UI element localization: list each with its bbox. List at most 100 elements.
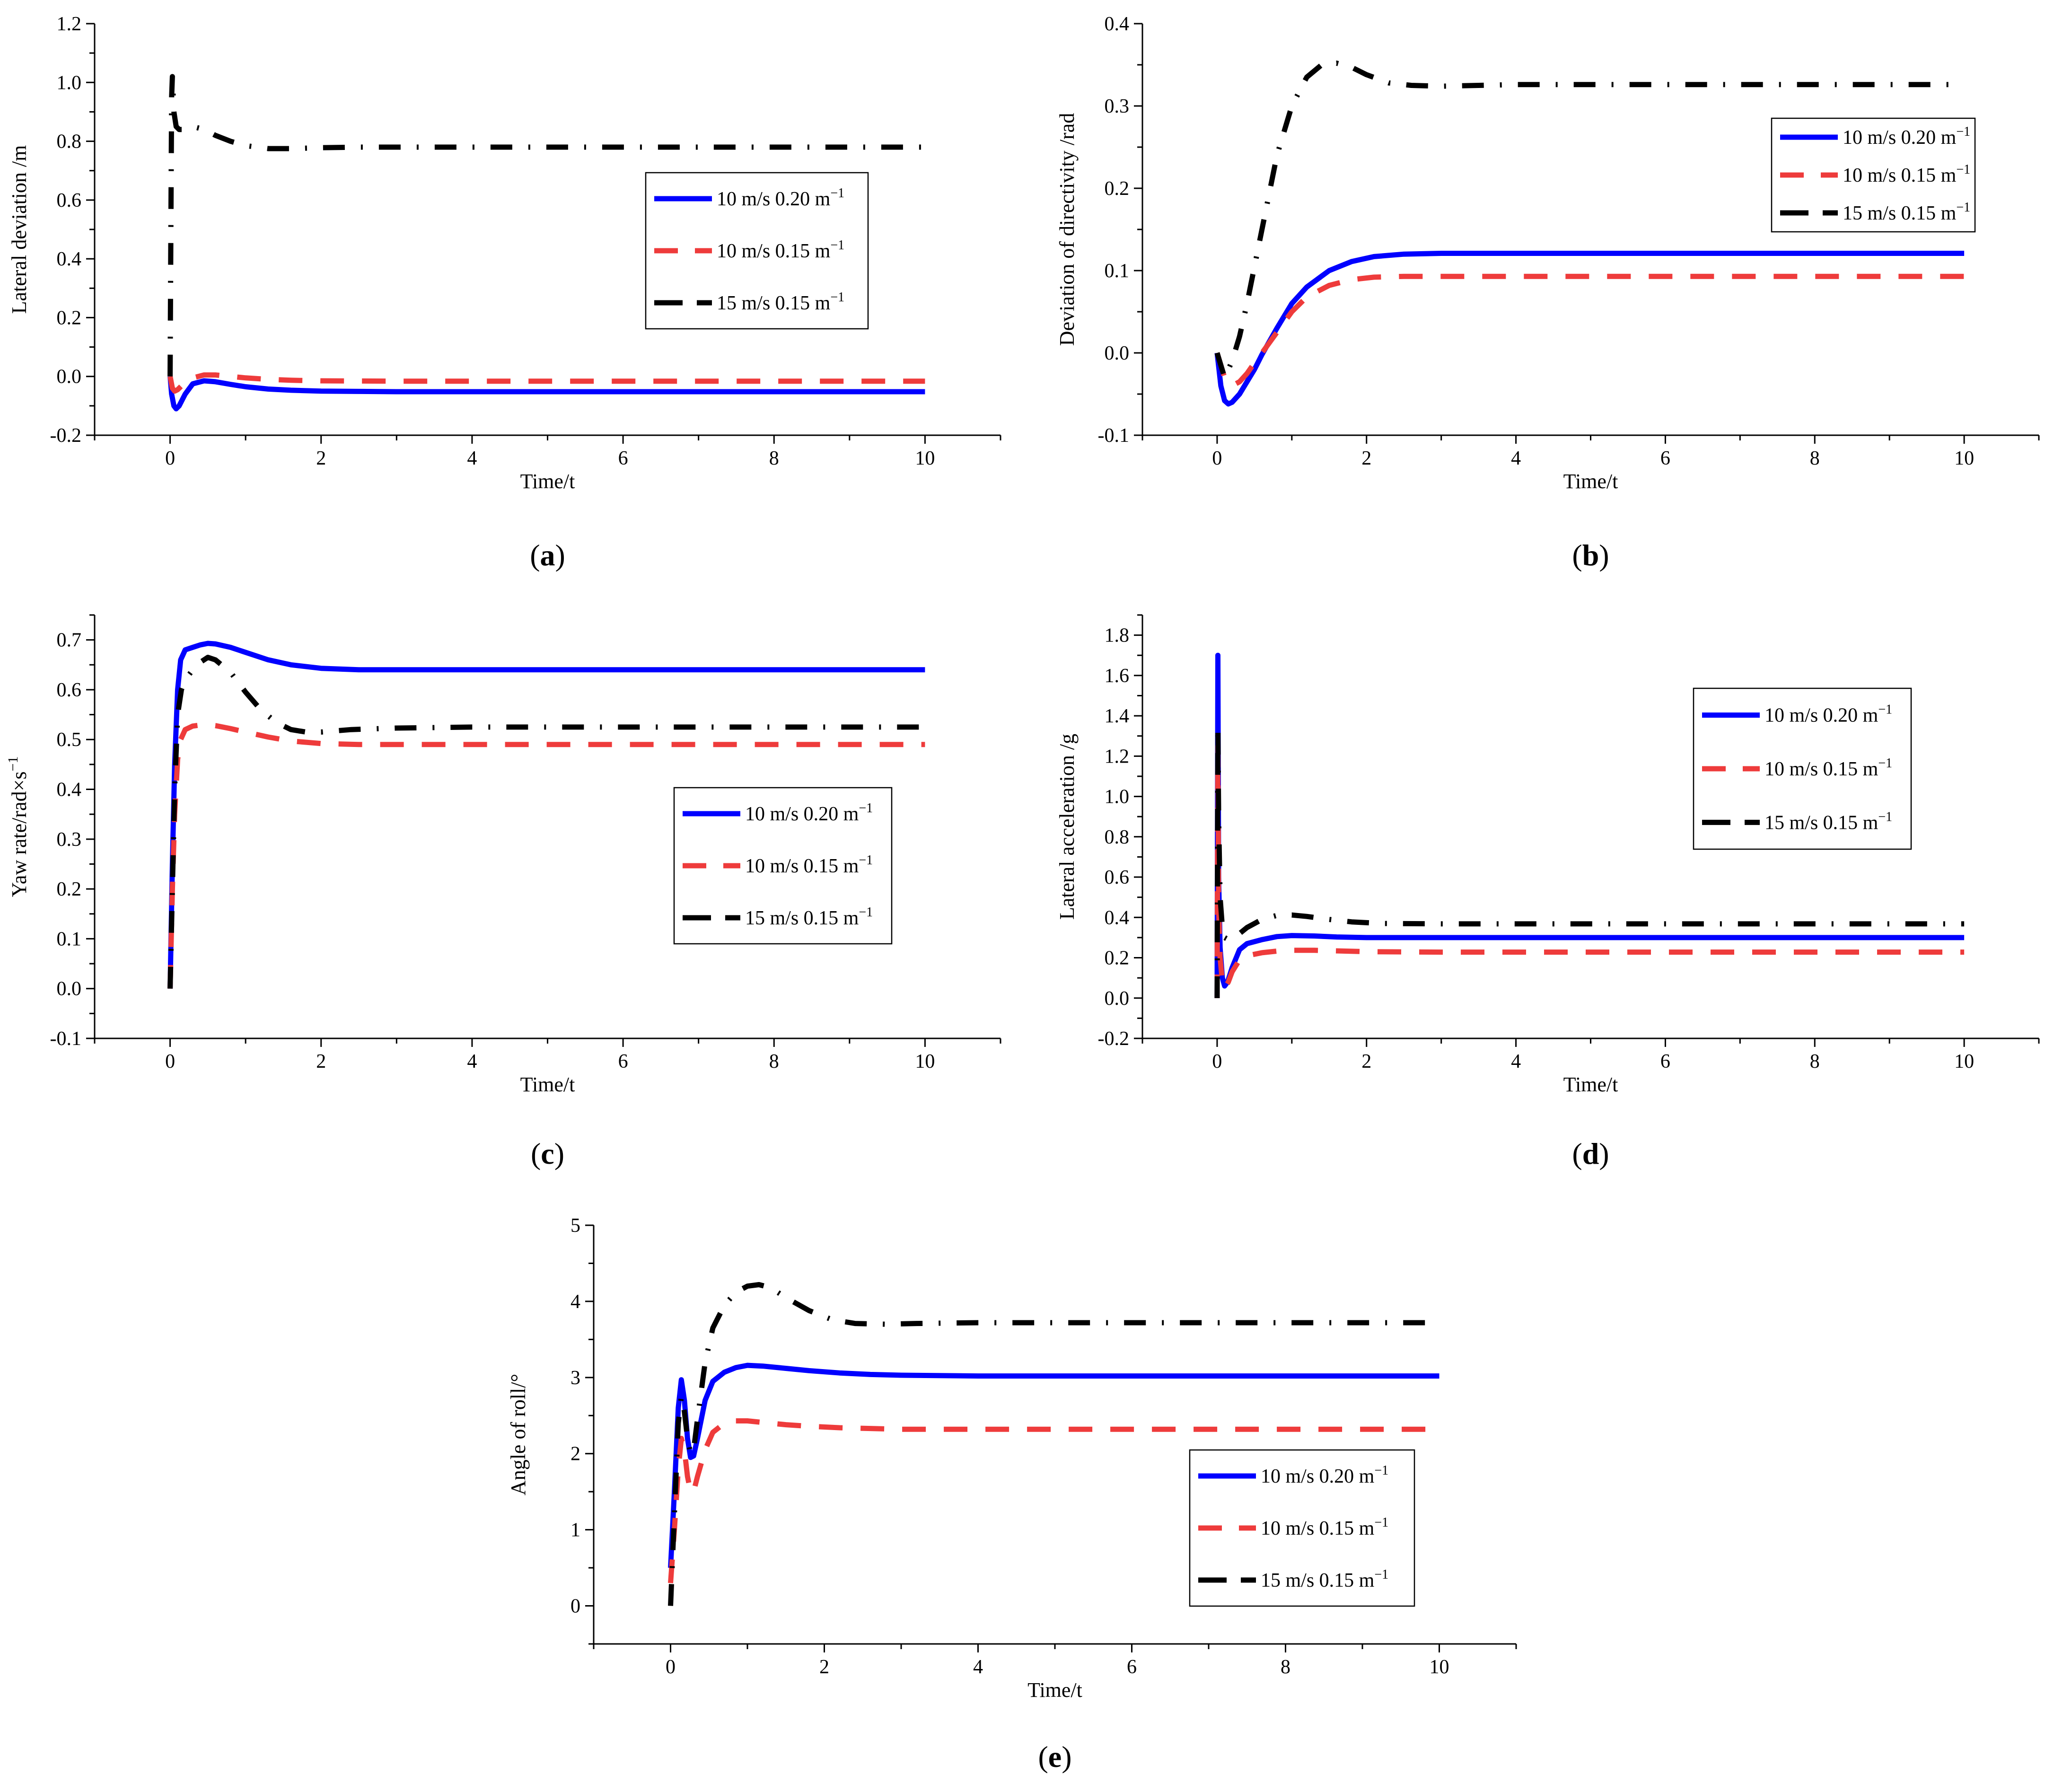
x-tick-label: 8 bbox=[1810, 1051, 1820, 1072]
y-tick-label: -0.1 bbox=[1098, 425, 1130, 447]
legend-label-sup: −1 bbox=[1878, 756, 1892, 771]
y-tick-label: 0.0 bbox=[1105, 988, 1130, 1010]
y-tick-label: 1.0 bbox=[1105, 786, 1130, 808]
x-tick-label: 2 bbox=[819, 1656, 829, 1678]
x-tick-label: 10 bbox=[1954, 1051, 1974, 1072]
x-tick-label: 4 bbox=[467, 1051, 477, 1072]
x-tick-label: 6 bbox=[618, 1051, 628, 1072]
y-axis-label-main: Deviation of directivity /rad bbox=[1055, 113, 1079, 346]
legend-label-1: 10 m/s 0.20 m−1 bbox=[1843, 124, 1970, 149]
y-tick-label: 0.0 bbox=[1105, 343, 1130, 364]
y-axis-label-main: Lateral deviation /m bbox=[8, 145, 31, 314]
x-tick-label: 6 bbox=[1660, 448, 1670, 469]
y-tick-label: 0.1 bbox=[1105, 260, 1130, 282]
legend-label-sup: −1 bbox=[1956, 200, 1970, 215]
y-tick-label: 0.0 bbox=[57, 978, 82, 1000]
y-axis-label-main: Yaw rate/rad×s bbox=[8, 771, 31, 897]
panel-label-close: ) bbox=[1062, 1740, 1071, 1774]
legend-label-main: 15 m/s 0.15 m bbox=[1843, 202, 1957, 224]
y-tick-label: 1.6 bbox=[1105, 665, 1130, 687]
legend-label-sup: −1 bbox=[1878, 703, 1892, 717]
series-line-3 bbox=[668, 1282, 1440, 1606]
legend-label-sup: −1 bbox=[830, 290, 844, 305]
y-axis-label: Lateral deviation /m bbox=[8, 145, 31, 314]
y-tick-label: 0.4 bbox=[57, 248, 82, 270]
series-line-2 bbox=[1214, 273, 1965, 389]
series-line-1 bbox=[1214, 251, 1965, 407]
y-tick-label: 0 bbox=[571, 1596, 580, 1617]
panel-label-letter: a bbox=[540, 538, 555, 572]
legend-label-main: 10 m/s 0.15 m bbox=[745, 855, 859, 877]
legend: 10 m/s 0.20 m−110 m/s 0.15 m−115 m/s 0.1… bbox=[1771, 117, 1976, 233]
y-tick-label: 0.6 bbox=[57, 190, 82, 211]
chart-panel-d: 0 2 4 6 8 10 -0.2 0.0 0.2 0.4 0.6 0.8 1.0 1.2 1.4 1.6 1.… bbox=[1055, 614, 2040, 1170]
legend-label-2: 10 m/s 0.15 m−1 bbox=[745, 853, 873, 877]
x-axis-label: Time/t bbox=[1027, 1678, 1082, 1702]
y-tick-label: 0.2 bbox=[1105, 948, 1130, 969]
panel-label: (b) bbox=[1572, 538, 1609, 572]
legend-label-sup: −1 bbox=[859, 905, 873, 920]
chart-panel-a: 0 2 4 6 8 10 -0.2 0.0 0.2 0.4 0.6 0.8 1.0 1.2 Time/t La… bbox=[8, 13, 1001, 572]
series-line-2 bbox=[167, 722, 925, 989]
y-axis-label: Lateral acceleration /g bbox=[1055, 734, 1079, 920]
x-tick-label: 10 bbox=[915, 448, 935, 469]
y-tick-label: -0.1 bbox=[50, 1028, 82, 1050]
y-tick-label: 3 bbox=[571, 1367, 580, 1389]
x-tick-label: 4 bbox=[973, 1656, 983, 1678]
y-tick-label: 0.4 bbox=[1105, 13, 1130, 35]
panel-label-close: ) bbox=[555, 538, 565, 572]
x-axis-label: Time/t bbox=[520, 1073, 575, 1096]
panel-label-letter: b bbox=[1582, 538, 1599, 572]
x-tick-label: 8 bbox=[769, 1051, 779, 1072]
y-tick-label: 0.6 bbox=[57, 679, 82, 701]
y-tick-label: 0.4 bbox=[57, 779, 82, 801]
y-tick-label: 5 bbox=[571, 1215, 580, 1237]
y-tick-label: 0.3 bbox=[1105, 96, 1130, 117]
legend-label-sup: −1 bbox=[830, 238, 844, 253]
x-axis-label: Time/t bbox=[520, 470, 575, 493]
legend-label-sup: −1 bbox=[859, 801, 873, 816]
y-tick-label: 0.3 bbox=[57, 829, 82, 851]
x-tick-label: 8 bbox=[769, 448, 779, 469]
legend: 10 m/s 0.20 m−110 m/s 0.15 m−115 m/s 0.1… bbox=[673, 787, 893, 945]
legend-label-2: 10 m/s 0.15 m−1 bbox=[1764, 756, 1892, 780]
panel-label-letter: d bbox=[1582, 1137, 1599, 1170]
legend-label-2: 10 m/s 0.15 m−1 bbox=[1843, 162, 1970, 186]
chart-panel-b: 0 2 4 6 8 10 -0.1 0.0 0.1 0.2 0.3 0.4 Time/t Deviatio… bbox=[1055, 13, 2040, 572]
panel-label-open: ( bbox=[1038, 1740, 1048, 1774]
legend-label-sup: −1 bbox=[830, 186, 844, 201]
legend: 10 m/s 0.20 m−110 m/s 0.15 m−115 m/s 0.1… bbox=[1693, 687, 1912, 850]
legend-label-1: 10 m/s 0.20 m−1 bbox=[1764, 703, 1892, 727]
legend-label-sup: −1 bbox=[859, 853, 873, 868]
x-tick-label: 0 bbox=[165, 448, 175, 469]
x-tick-label: 2 bbox=[1361, 1051, 1371, 1072]
y-tick-label: 0.4 bbox=[1105, 907, 1130, 929]
y-tick-label: 0.8 bbox=[1105, 826, 1130, 848]
legend-label-sup: −1 bbox=[1374, 1567, 1388, 1582]
y-tick-label: 0.0 bbox=[57, 366, 82, 388]
legend-label-1: 10 m/s 0.20 m−1 bbox=[1261, 1463, 1388, 1487]
legend-label-main: 15 m/s 0.15 m bbox=[1261, 1570, 1375, 1591]
legend-label-3: 15 m/s 0.15 m−1 bbox=[717, 290, 844, 314]
legend-label-main: 10 m/s 0.15 m bbox=[717, 240, 831, 262]
panel-label-close: ) bbox=[1599, 1137, 1609, 1170]
x-tick-label: 10 bbox=[1430, 1656, 1449, 1678]
legend-label-main: 10 m/s 0.20 m bbox=[1843, 127, 1957, 149]
series-line-3 bbox=[1214, 61, 1965, 380]
x-tick-label: 4 bbox=[467, 448, 477, 469]
y-tick-label: 1.0 bbox=[57, 72, 82, 94]
legend-label-3: 15 m/s 0.15 m−1 bbox=[745, 905, 873, 929]
panel-label: (d) bbox=[1572, 1137, 1609, 1170]
y-axis-label: Deviation of directivity /rad bbox=[1055, 113, 1079, 346]
legend: 10 m/s 0.20 m−110 m/s 0.15 m−115 m/s 0.1… bbox=[645, 172, 869, 330]
y-tick-label: 4 bbox=[571, 1291, 580, 1313]
panel-label-open: ( bbox=[1572, 538, 1582, 572]
series-line-1 bbox=[167, 376, 925, 412]
panel-label: (e) bbox=[1038, 1740, 1071, 1774]
panel-label-close: ) bbox=[1599, 538, 1609, 572]
panel-label: (a) bbox=[530, 538, 565, 572]
y-tick-label: 0.8 bbox=[57, 131, 82, 153]
legend-label-2: 10 m/s 0.15 m−1 bbox=[1261, 1515, 1388, 1539]
legend-label-3: 15 m/s 0.15 m−1 bbox=[1843, 200, 1970, 224]
